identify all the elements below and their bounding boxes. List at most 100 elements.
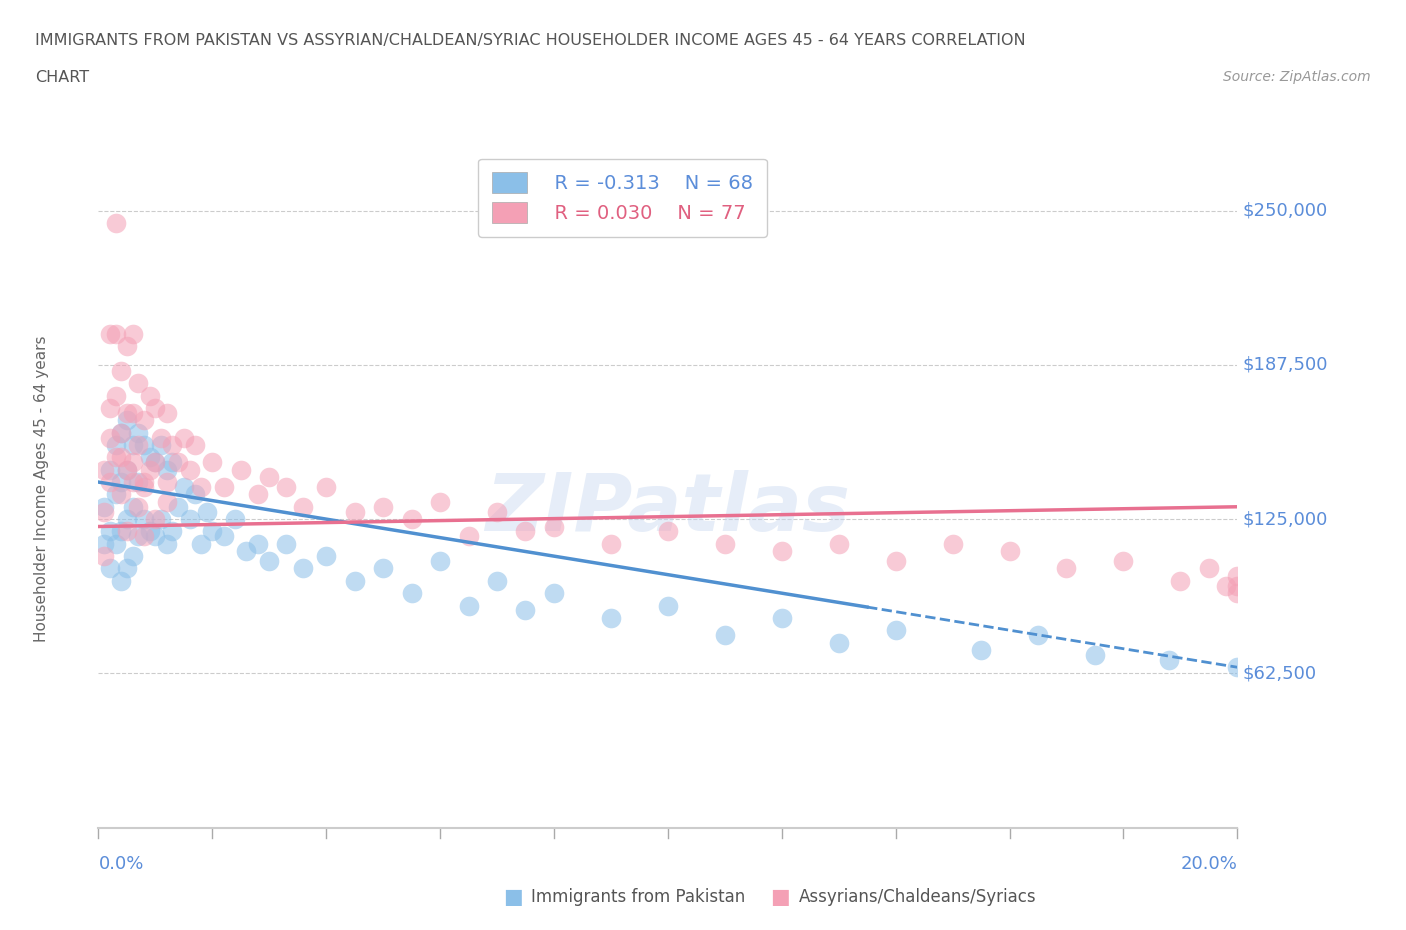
Point <box>1198 561 1220 576</box>
Point <box>195 504 218 519</box>
Point <box>179 462 201 477</box>
Point <box>657 524 679 538</box>
Text: IMMIGRANTS FROM PAKISTAN VS ASSYRIAN/CHALDEAN/SYRIAC HOUSEHOLDER INCOME AGES 45 : IMMIGRANTS FROM PAKISTAN VS ASSYRIAN/CHA… <box>35 33 1026 47</box>
Point <box>429 553 451 568</box>
Text: $125,000: $125,000 <box>1243 511 1329 528</box>
Point <box>1084 647 1107 662</box>
Point <box>93 504 115 519</box>
Point <box>259 553 281 568</box>
Point <box>127 499 149 514</box>
Point <box>343 574 366 589</box>
Point <box>543 519 565 534</box>
Point <box>127 529 149 544</box>
Point <box>115 405 138 420</box>
Point <box>121 499 143 514</box>
Point <box>132 529 155 544</box>
Point <box>115 462 138 477</box>
Point <box>104 326 127 341</box>
Point <box>156 495 179 510</box>
Point <box>276 537 298 551</box>
Point <box>770 544 793 559</box>
Point <box>292 499 315 514</box>
Point <box>229 462 252 477</box>
Point <box>173 480 195 495</box>
Point <box>156 462 179 477</box>
Point <box>315 549 337 564</box>
Text: Source: ZipAtlas.com: Source: ZipAtlas.com <box>1223 70 1371 84</box>
Point <box>132 480 155 495</box>
Point <box>657 598 679 613</box>
Point <box>457 529 479 544</box>
Point <box>212 480 235 495</box>
Point <box>156 537 179 551</box>
Point <box>110 364 132 379</box>
Point <box>770 610 793 625</box>
Point <box>138 462 160 477</box>
Point <box>457 598 479 613</box>
Point <box>156 405 179 420</box>
Point <box>132 438 155 453</box>
Point <box>98 462 121 477</box>
Point <box>93 549 115 564</box>
Point <box>1112 553 1135 568</box>
Point <box>600 537 623 551</box>
Point <box>515 524 537 538</box>
Point <box>224 512 246 526</box>
Point <box>138 388 160 403</box>
Point <box>828 635 851 650</box>
Point <box>259 470 281 485</box>
Point <box>145 401 167 416</box>
Point <box>138 450 160 465</box>
Legend:   R = -0.313    N = 68,   R = 0.030    N = 77: R = -0.313 N = 68, R = 0.030 N = 77 <box>478 158 766 237</box>
Point <box>104 216 127 231</box>
Point <box>121 474 143 489</box>
Point <box>121 549 143 564</box>
Point <box>714 628 737 643</box>
Point <box>373 499 395 514</box>
Point <box>401 586 423 601</box>
Point <box>98 431 121 445</box>
Point <box>1157 652 1180 667</box>
Point <box>104 438 127 453</box>
Text: CHART: CHART <box>35 70 89 85</box>
Point <box>184 438 207 453</box>
Point <box>714 537 737 551</box>
Point <box>190 480 212 495</box>
Point <box>104 388 127 403</box>
Point <box>1226 586 1249 601</box>
Point <box>121 326 143 341</box>
Point <box>486 574 509 589</box>
Point <box>1026 628 1049 643</box>
Point <box>145 455 167 470</box>
Point <box>132 413 155 428</box>
Point <box>98 474 121 489</box>
Point <box>138 524 160 538</box>
Point <box>150 438 173 453</box>
Point <box>98 524 121 538</box>
Point <box>98 561 121 576</box>
Point <box>132 474 155 489</box>
Point <box>246 537 269 551</box>
Point <box>1170 574 1192 589</box>
Text: 20.0%: 20.0% <box>1181 855 1237 873</box>
Point <box>486 504 509 519</box>
Text: $250,000: $250,000 <box>1243 202 1329 219</box>
Point <box>276 480 298 495</box>
Point <box>201 524 224 538</box>
Point <box>970 643 993 658</box>
Point <box>150 512 173 526</box>
Point <box>1056 561 1078 576</box>
Point <box>110 574 132 589</box>
Point <box>127 474 149 489</box>
Text: ZIPatlas: ZIPatlas <box>485 470 851 548</box>
Point <box>93 499 115 514</box>
Point <box>145 455 167 470</box>
Point <box>162 455 184 470</box>
Point <box>1226 578 1249 593</box>
Point <box>184 487 207 502</box>
Point <box>212 529 235 544</box>
Point <box>179 512 201 526</box>
Point <box>1226 659 1249 674</box>
Text: ■: ■ <box>770 887 790 908</box>
Point <box>343 504 366 519</box>
